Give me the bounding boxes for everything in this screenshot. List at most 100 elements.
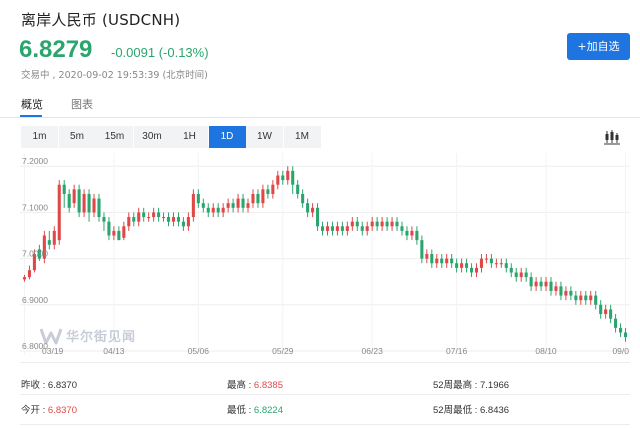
candle (445, 254, 449, 268)
x-tick-label: 03/19 (42, 346, 64, 355)
price-chart[interactable]: 7.2000 7.1000 7.0000 6.9000 6.8000 03/19 04/13… (20, 153, 630, 355)
period-15m[interactable]: 15m (96, 126, 133, 148)
candle-body (390, 221, 394, 227)
candlestick-settings-icon[interactable] (600, 126, 624, 148)
candle (306, 198, 310, 218)
stat-label: 52周最高 : (433, 380, 480, 391)
candle (296, 180, 300, 199)
candle-body (539, 281, 543, 287)
stat-label: 最低 : (227, 405, 254, 416)
x-tick-label: 06/23 (362, 346, 384, 355)
candle-body (216, 207, 220, 213)
candle (206, 203, 210, 218)
x-tick-label: 07/16 (446, 346, 468, 355)
candle-body (316, 207, 320, 227)
candle-body (206, 207, 210, 213)
candle-body (311, 207, 315, 213)
candle-body (147, 217, 151, 219)
period-5m[interactable]: 5m (58, 126, 96, 148)
candle (316, 203, 320, 231)
candle-body (509, 267, 513, 273)
candle (62, 180, 66, 208)
candle (261, 184, 265, 208)
candle-body (469, 267, 474, 273)
candle-body (191, 193, 195, 218)
candle (176, 212, 181, 227)
candle (465, 258, 469, 273)
candle (544, 277, 548, 291)
candle-body (57, 184, 61, 241)
candle-body (425, 254, 429, 259)
candle (57, 180, 61, 245)
candle (559, 281, 563, 301)
candle-body (52, 230, 56, 245)
candle (350, 217, 354, 231)
candle-body (519, 272, 523, 278)
candle-body (524, 272, 528, 278)
candle-body (236, 198, 240, 208)
candle-body (256, 193, 260, 204)
candle-body (246, 203, 250, 208)
candle (474, 263, 479, 278)
candle-body (62, 184, 66, 194)
tab-chart[interactable]: 图表 (71, 98, 93, 111)
add-to-watchlist-button[interactable]: +加自选 (567, 33, 630, 60)
candle-body (97, 198, 101, 218)
candle (301, 189, 305, 208)
candle (201, 198, 205, 213)
price-change: -0.0091 (-0.13%) (111, 45, 209, 60)
candle-body (430, 254, 434, 264)
candle-body (534, 281, 538, 287)
stat-value: 6.8370 (47, 380, 77, 391)
candle-body (410, 230, 414, 236)
y-tick-label: 6.8000 (22, 341, 48, 351)
period-1w[interactable]: 1W (246, 126, 283, 148)
candle-body (355, 221, 359, 227)
tab-overview[interactable]: 概览 (21, 98, 43, 111)
candle (440, 254, 444, 268)
candle (455, 258, 459, 273)
candle-body (564, 290, 568, 296)
candle (97, 193, 101, 222)
candle (410, 226, 414, 241)
x-tick-label: 04/13 (103, 346, 125, 355)
candle (365, 221, 369, 236)
candle-body (604, 309, 608, 315)
candle (251, 189, 255, 208)
y-tick-label: 6.9000 (22, 295, 48, 305)
period-1h[interactable]: 1H (171, 126, 208, 148)
candle-body (171, 217, 176, 222)
candle (87, 189, 91, 222)
candle-body (196, 193, 200, 204)
candle (430, 249, 434, 268)
candle-body (152, 212, 156, 218)
x-tick-label: 05/06 (188, 346, 210, 355)
y-tick-label: 7.0000 (22, 249, 48, 259)
candle (330, 221, 334, 236)
candle (514, 267, 518, 282)
candle (435, 254, 439, 268)
candle (484, 254, 488, 264)
stat-label: 今开 : (21, 405, 48, 416)
candle-body (122, 226, 126, 238)
candle (117, 226, 121, 241)
period-1m[interactable]: 1m (21, 126, 58, 148)
candle (395, 217, 399, 231)
candle (340, 221, 344, 236)
candle (534, 277, 538, 291)
candle-body (201, 203, 205, 208)
candle-body (579, 295, 583, 301)
period-1d[interactable]: 1D (208, 126, 246, 148)
candle (137, 207, 141, 227)
candle-body (614, 318, 618, 328)
candle-body (623, 332, 628, 338)
candle-body (549, 281, 553, 291)
y-tick-label: 7.2000 (22, 156, 48, 166)
period-1mo[interactable]: 1M (283, 126, 321, 148)
candle (494, 258, 498, 268)
candle (266, 184, 270, 199)
candle (157, 207, 161, 222)
candle (276, 170, 280, 190)
period-30m[interactable]: 30m (133, 126, 171, 148)
